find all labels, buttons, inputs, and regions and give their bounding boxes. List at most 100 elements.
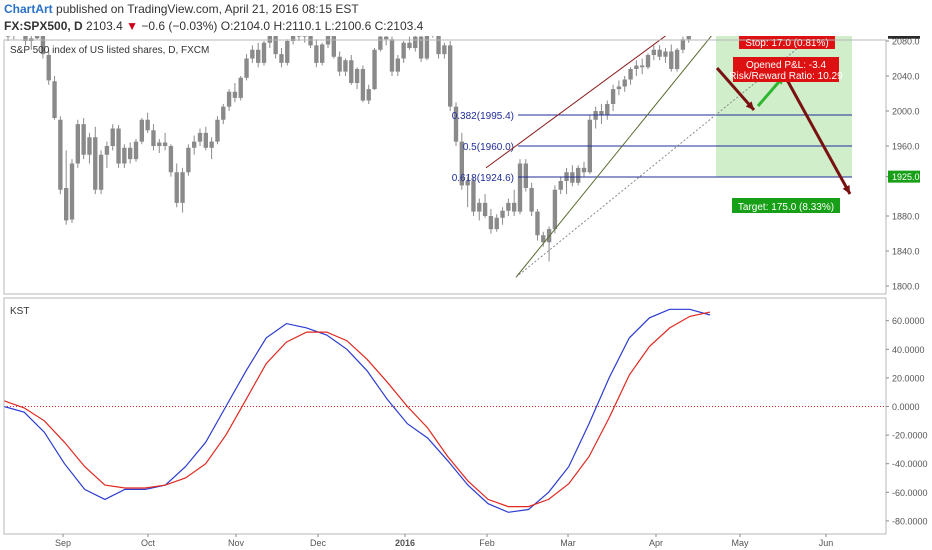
candle-body [174,172,179,203]
chart-canvas[interactable]: 0(2110.0)0.382(1995.4)0.5(1960.0)0.618(1… [0,36,932,550]
candle-body [657,49,662,57]
kst-pane[interactable]: KST [3,306,886,513]
candle-body [477,202,482,212]
candle-body [157,142,162,146]
candle-body [517,163,523,212]
candle-body [576,167,581,183]
stop-label: Stop: 17.0 (0.81%) [745,38,828,49]
forecast-arrow-target-head [842,185,850,194]
candle-body [69,163,75,220]
candle-body [389,39,395,72]
x-tick-label: Jun [819,538,834,548]
entry-price-badge: 2100.0 [892,36,920,38]
candle-body [401,42,406,59]
candle-body [296,36,302,37]
candle-body [5,36,11,37]
opened-pl-label: Opened P&L: -3.4 [746,60,826,71]
target-label: Target: 175.0 (8.33%) [738,202,834,213]
candle-body [570,172,575,183]
kst-signal-line [3,311,711,508]
candle-body [221,106,226,120]
candle-body [442,45,447,55]
candle-body [267,36,272,43]
candle-body [81,124,86,155]
candle-body [349,60,354,83]
price-change: −0.6 (−0.03%) [141,19,218,33]
candle-body [250,49,255,59]
price-y-tick-label: 1880.0 [892,212,920,222]
kst-y-tick-label: -20.0000 [892,431,928,441]
candle-body [64,188,69,221]
candle-body [273,36,278,55]
candle-body [436,36,441,55]
publish-line: ChartArt published on TradingView.com, A… [4,2,359,16]
candle-body [314,45,319,63]
candle-body [215,119,220,142]
stop-label-box [739,36,835,49]
candle-body [320,44,325,63]
symbol-name[interactable]: FX:SPX500, D [4,19,83,33]
candle-body [151,130,156,146]
price-pane[interactable]: 0(2110.0)0.382(1995.4)0.5(1960.0)0.618(1… [5,36,852,278]
candle-body [104,146,110,155]
candle-body [98,154,104,190]
candle-body [535,211,540,236]
kst-y-tick-label: 60.0000 [892,316,925,326]
candle-body [110,128,115,146]
candle-body [680,39,686,50]
price-y-tick-label: 2080.0 [892,37,920,47]
x-tick-label: May [731,538,749,548]
candle-body [418,36,424,59]
x-tick-label: Apr [649,538,663,548]
candle-body [552,189,558,230]
candle-body [203,132,208,148]
candle-body [343,60,348,72]
symbol-line: FX:SPX500, D 2103.4 ▼ −0.6 (−0.03%) O:21… [4,19,423,33]
price-pane-title: S&P 500 index of US listed shares, D, FX… [10,45,209,56]
candle-body [628,69,633,80]
forecast-arrow-down-head [745,101,754,110]
candle-body [34,36,40,39]
candle-body [331,36,336,57]
channel-upper-line [485,36,667,169]
candle-body [75,124,80,164]
candle-body [506,202,511,211]
price-y-tick-label: 2000.0 [892,107,920,117]
candle-body [162,142,168,146]
kst-y-tick-label: -80.0000 [892,516,928,526]
candle-body [413,36,418,48]
candle-body [180,172,185,203]
candle-body [482,202,488,216]
candle-body [372,49,377,90]
candle-body [541,235,546,243]
price-y-tick-label: 1840.0 [892,247,920,257]
candle-body [244,58,249,78]
candle-body [52,81,57,118]
kst-y-tick-label: -40.0000 [892,459,928,469]
target-price-badge-bg [888,170,920,183]
candle-body [610,89,616,104]
candle-body [337,56,342,72]
candle-body [500,210,505,218]
candle-body [465,181,470,186]
price-y-tick-label: 1960.0 [892,142,920,152]
candle-body [145,119,150,131]
candle-body [261,42,267,63]
candle-body [139,119,144,142]
candle-body [290,36,296,41]
entry-price-badge-bg [888,36,920,39]
candle-body [616,86,622,90]
kst-y-tick-label: -60.0000 [892,488,928,498]
target-price-badge: 1925.0 [892,172,920,182]
candle-body [448,45,453,107]
candle-body [116,128,121,164]
x-tick-label: Mar [560,538,576,548]
brand-logo[interactable]: ChartArt [4,2,53,16]
candle-body [360,69,366,101]
fib-level-label: 0.382(1995.4) [452,111,514,122]
candle-body [634,65,639,69]
candle-body [23,36,28,41]
candle-body [354,69,360,83]
candle-body [424,36,430,59]
candle-body [622,79,627,87]
